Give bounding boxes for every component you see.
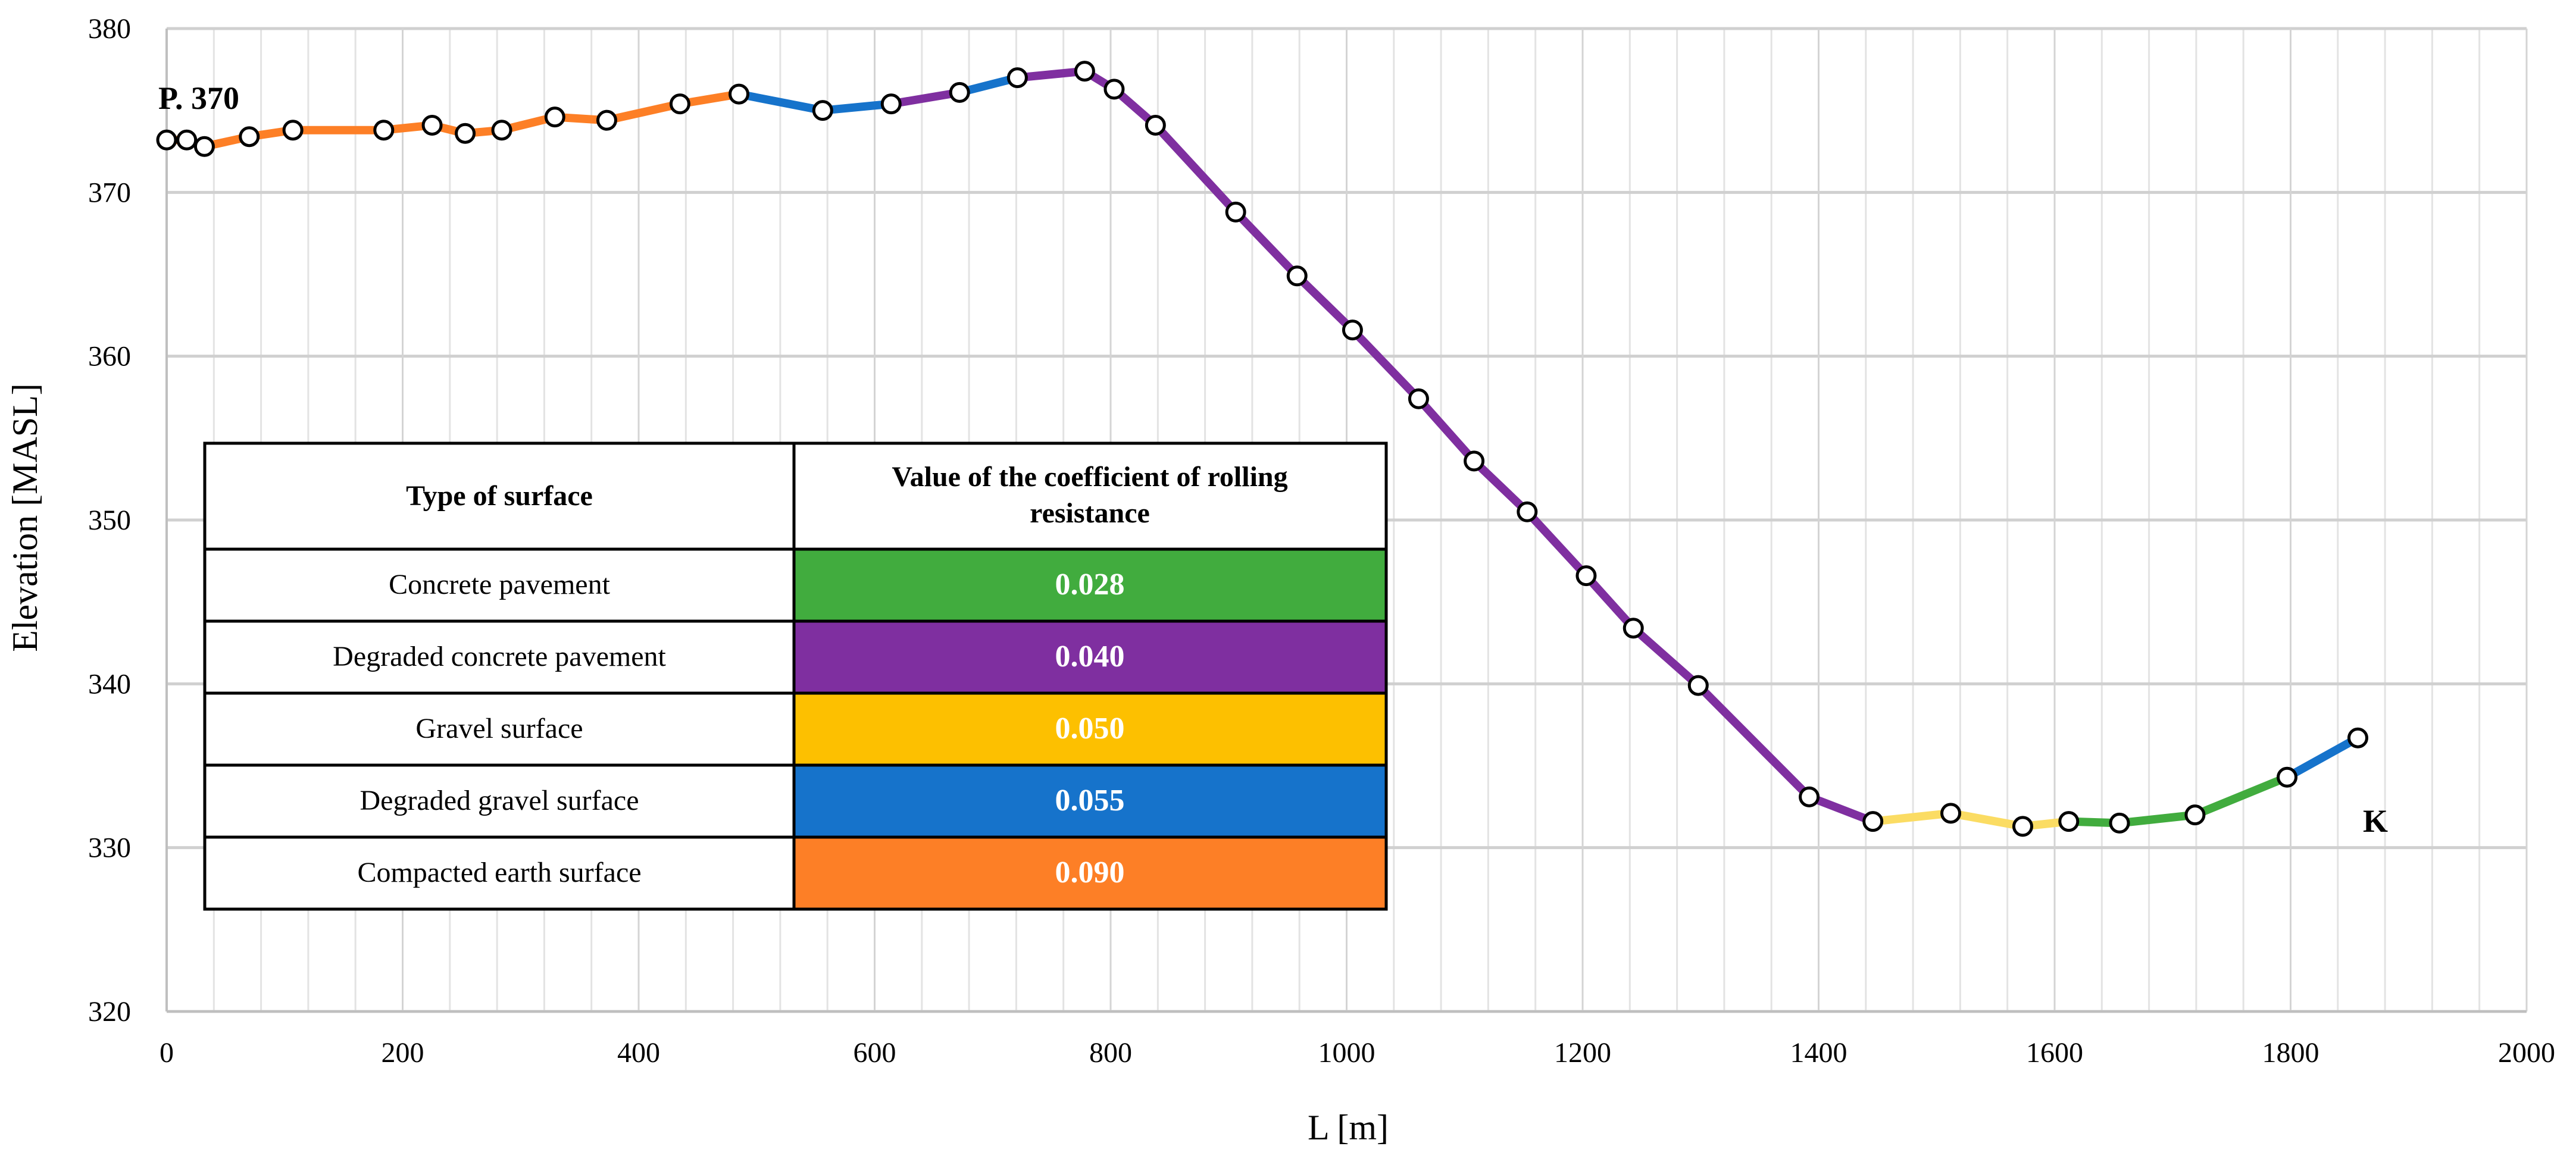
- x-tick-label: 2000: [2498, 1037, 2555, 1069]
- table-row-value: 0.050: [1055, 712, 1125, 746]
- table-row-value-cell: [792, 835, 1388, 911]
- data-point: [1006, 67, 1028, 89]
- data-point: [669, 93, 690, 115]
- data-point: [1940, 803, 1962, 824]
- table-row-surface: Compacted earth surface: [357, 857, 641, 888]
- x-tick-label: 1200: [1554, 1037, 1611, 1069]
- table-row-surface: Gravel surface: [415, 713, 583, 744]
- table-row-value-cell: [792, 547, 1388, 623]
- x-tick-label: 200: [382, 1037, 424, 1069]
- end-label-annotation: K: [2363, 803, 2388, 839]
- table-header-surface-cell: [203, 441, 796, 551]
- table-row-value: 0.040: [1055, 640, 1125, 674]
- table-row-surface: Degraded concrete pavement: [333, 641, 666, 672]
- data-point: [1342, 320, 1363, 341]
- data-point: [156, 129, 177, 151]
- data-point: [949, 82, 970, 103]
- data-point: [812, 100, 833, 121]
- data-point: [2058, 811, 2080, 832]
- y-tick-label: 330: [88, 832, 131, 864]
- data-point: [1862, 811, 1884, 832]
- start-label-annotation: P. 370: [158, 80, 239, 116]
- x-tick-label: 1600: [2026, 1037, 2083, 1069]
- data-point: [193, 136, 215, 157]
- table-row-value: 0.028: [1055, 568, 1125, 602]
- data-point: [1408, 388, 1429, 409]
- series-segment: [1868, 809, 2073, 831]
- data-point: [596, 109, 617, 131]
- series-segment: [2064, 773, 2291, 828]
- table-header-surface: Type of surface: [406, 480, 593, 512]
- data-point: [1687, 675, 1709, 696]
- data-point: [1799, 786, 1820, 807]
- data-point: [176, 129, 198, 151]
- y-tick-labels: 320 330 340 350 360 370 380: [88, 13, 131, 1028]
- x-tick-label: 1800: [2262, 1037, 2319, 1069]
- data-point: [1575, 565, 1597, 587]
- table-row-surface-cell: [203, 835, 796, 911]
- data-point: [2277, 766, 2298, 788]
- y-tick-label: 360: [88, 341, 131, 372]
- x-tick-label: 1000: [1318, 1037, 1375, 1069]
- table-row-surface: Concrete pavement: [389, 569, 611, 600]
- data-point: [1103, 79, 1125, 100]
- y-tick-label: 380: [88, 13, 131, 45]
- y-tick-label: 340: [88, 668, 131, 700]
- data-point: [1286, 265, 1308, 287]
- data-point: [1145, 114, 1166, 136]
- table-header-value-line1: Value of the coefficient of rolling: [892, 461, 1287, 493]
- data-point: [1464, 450, 1485, 472]
- data-point: [2347, 727, 2369, 748]
- data-point: [282, 120, 304, 141]
- data-point: [373, 120, 395, 141]
- y-tick-label: 370: [88, 177, 131, 208]
- series-segment: [2283, 734, 2362, 782]
- table-row-surface: Degraded gravel surface: [359, 785, 639, 816]
- data-point: [1074, 61, 1095, 82]
- data-point: [1517, 501, 1538, 522]
- table-row-value-cell: [792, 619, 1388, 695]
- surface-legend-table: Type of surface Value of the coefficient…: [203, 441, 1388, 911]
- data-point: [491, 120, 512, 141]
- table-row-surface-cell: [203, 763, 796, 839]
- x-axis-title: L [m]: [1308, 1108, 1389, 1147]
- y-axis-title: Elevation [MASL]: [5, 383, 45, 652]
- data-point: [2184, 804, 2206, 826]
- x-tick-label: 800: [1089, 1037, 1132, 1069]
- data-point: [2012, 816, 2033, 837]
- table-row-value-cell: [792, 691, 1388, 767]
- table-row-surface-cell: [203, 691, 796, 767]
- x-tick-label: 0: [160, 1037, 174, 1069]
- table-header-value-cell: [792, 441, 1388, 551]
- x-tick-label: 600: [854, 1037, 896, 1069]
- data-point: [239, 126, 260, 148]
- table-row-surface-cell: [203, 547, 796, 623]
- data-point: [1622, 618, 1644, 639]
- data-point: [2109, 812, 2130, 834]
- table-row-value: 0.055: [1055, 784, 1125, 818]
- table-row-value-cell: [792, 763, 1388, 839]
- x-tick-label: 400: [617, 1037, 660, 1069]
- data-point: [1225, 201, 1246, 223]
- data-point: [729, 83, 750, 105]
- data-point: [455, 123, 476, 144]
- axes: [165, 29, 2527, 1013]
- x-tick-labels: 0 200 400 600 800 1000 1200 1400 1600 1800 2000: [160, 1037, 2555, 1069]
- y-tick-label: 350: [88, 505, 131, 536]
- series-segment: [887, 88, 964, 108]
- data-point: [880, 93, 902, 115]
- point-markers: [156, 61, 2369, 837]
- table-row-value: 0.090: [1055, 856, 1125, 889]
- table-row-surface-cell: [203, 619, 796, 695]
- y-tick-label: 320: [88, 996, 131, 1028]
- table-header-value-line2: resistance: [1030, 497, 1150, 529]
- data-point: [544, 107, 565, 128]
- x-tick-label: 1400: [1790, 1037, 1847, 1069]
- data-point: [421, 114, 443, 136]
